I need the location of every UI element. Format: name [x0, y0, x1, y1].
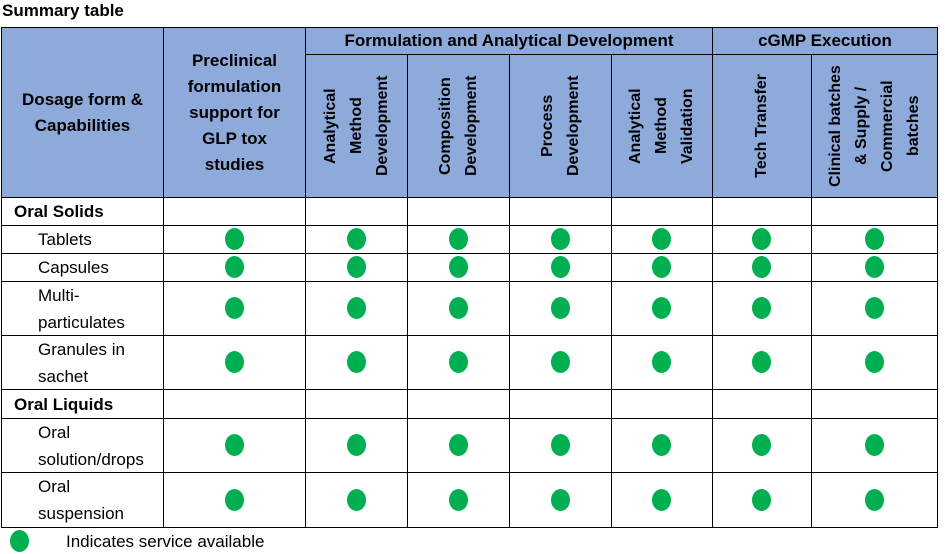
column-header: Clinical batches & Supply / Commercial b… [811, 54, 938, 198]
service-dot [864, 434, 884, 456]
service-dot [224, 488, 244, 511]
data-cell [509, 197, 612, 226]
service-dot [448, 351, 468, 373]
column-header-text: Composition Development [436, 75, 480, 177]
service-dot [752, 351, 771, 373]
service-dot [752, 488, 771, 511]
header-cell: Dosage form & Capabilities [1, 27, 164, 198]
data-cell [407, 389, 510, 419]
header-text: Dosage form & Capabilities [22, 89, 143, 135]
service-dot [652, 297, 671, 319]
column-header: Analytical Method Validation [611, 54, 713, 198]
service-dot [864, 488, 884, 511]
service-dot [346, 256, 366, 278]
column-header-text: Analytical Method Development [321, 75, 391, 177]
data-cell [305, 197, 408, 226]
data-cell [509, 389, 612, 419]
service-dot [752, 256, 771, 278]
row-label-text: Tablets [38, 230, 92, 249]
data-cell [611, 389, 713, 419]
service-dot [864, 256, 884, 278]
legend-text: Indicates service available [66, 532, 265, 551]
row-label: Oral solution/drops [1, 418, 164, 473]
data-cell [811, 472, 938, 528]
row-label-text: Multi-particulates [38, 285, 125, 332]
group-header: Formulation and Analytical Development [305, 27, 713, 55]
row-label: Capsules [1, 253, 164, 282]
service-dot [224, 434, 244, 456]
service-dot [652, 256, 671, 278]
service-dot [346, 228, 366, 250]
legend-dot [10, 530, 29, 552]
service-dot [652, 434, 671, 456]
row-label: Oral suspension [1, 472, 164, 528]
service-dot [864, 228, 884, 250]
service-dot [652, 351, 671, 373]
header-cell: Preclinical formulation support for GLP … [163, 27, 306, 198]
header-text: Preclinical formulation support for GLP … [187, 50, 282, 174]
service-dot [550, 256, 570, 278]
service-dot [346, 434, 366, 456]
service-dot [864, 351, 884, 373]
row-group-label: Oral Solids [1, 197, 164, 226]
column-header: Composition Development [407, 54, 510, 198]
service-dot [346, 297, 366, 319]
service-dot [752, 297, 771, 319]
data-cell [163, 197, 306, 226]
row-label: Granules in sachet [1, 335, 164, 390]
service-dot [448, 434, 468, 456]
data-cell [811, 197, 938, 226]
row-label-text: Oral Liquids [14, 394, 114, 414]
service-dot [448, 488, 468, 511]
data-cell [712, 197, 812, 226]
row-label-text: Capsules [38, 258, 109, 277]
row-label-text: Oral suspension [38, 477, 125, 523]
data-cell [407, 197, 510, 226]
page-title: Summary table [2, 1, 124, 20]
column-header-text: Process Development [538, 75, 582, 177]
service-dot [652, 488, 671, 511]
service-dot [752, 228, 771, 250]
row-group-label: Oral Liquids [1, 389, 164, 419]
service-dot [550, 488, 570, 511]
data-cell [611, 197, 713, 226]
data-cell [163, 389, 306, 419]
service-dot [550, 434, 570, 456]
service-dot [752, 434, 771, 456]
column-header: Process Development [509, 54, 612, 198]
row-label: Tablets [1, 225, 164, 254]
row-label: Multi-particulates [1, 281, 164, 336]
service-dot [864, 297, 884, 319]
data-cell [811, 389, 938, 419]
group-header: cGMP Execution [712, 27, 938, 55]
row-label-text: Granules in sachet [38, 339, 125, 386]
service-dot [346, 488, 366, 511]
column-header: Tech Transfer [712, 54, 812, 198]
service-dot [448, 256, 468, 278]
service-dot [224, 297, 244, 319]
column-header: Analytical Method Development [305, 54, 408, 198]
service-dot [448, 228, 468, 250]
row-label-text: Oral Solids [14, 202, 104, 221]
service-dot [652, 228, 671, 250]
service-dot [550, 228, 570, 250]
service-dot [448, 297, 468, 319]
data-cell [305, 389, 408, 419]
column-header-text: Clinical batches & Supply / Commercial b… [826, 65, 922, 187]
column-header-text: Analytical Method Validation [627, 88, 696, 164]
row-label-text: Oral solution/drops [38, 422, 144, 469]
service-dot [550, 297, 570, 319]
service-dot [224, 351, 244, 373]
data-cell [712, 389, 812, 419]
service-dot [224, 228, 244, 250]
service-dot [224, 256, 244, 278]
service-dot [346, 351, 366, 373]
service-dot [550, 351, 570, 373]
column-header-text: Tech Transfer [753, 74, 770, 178]
